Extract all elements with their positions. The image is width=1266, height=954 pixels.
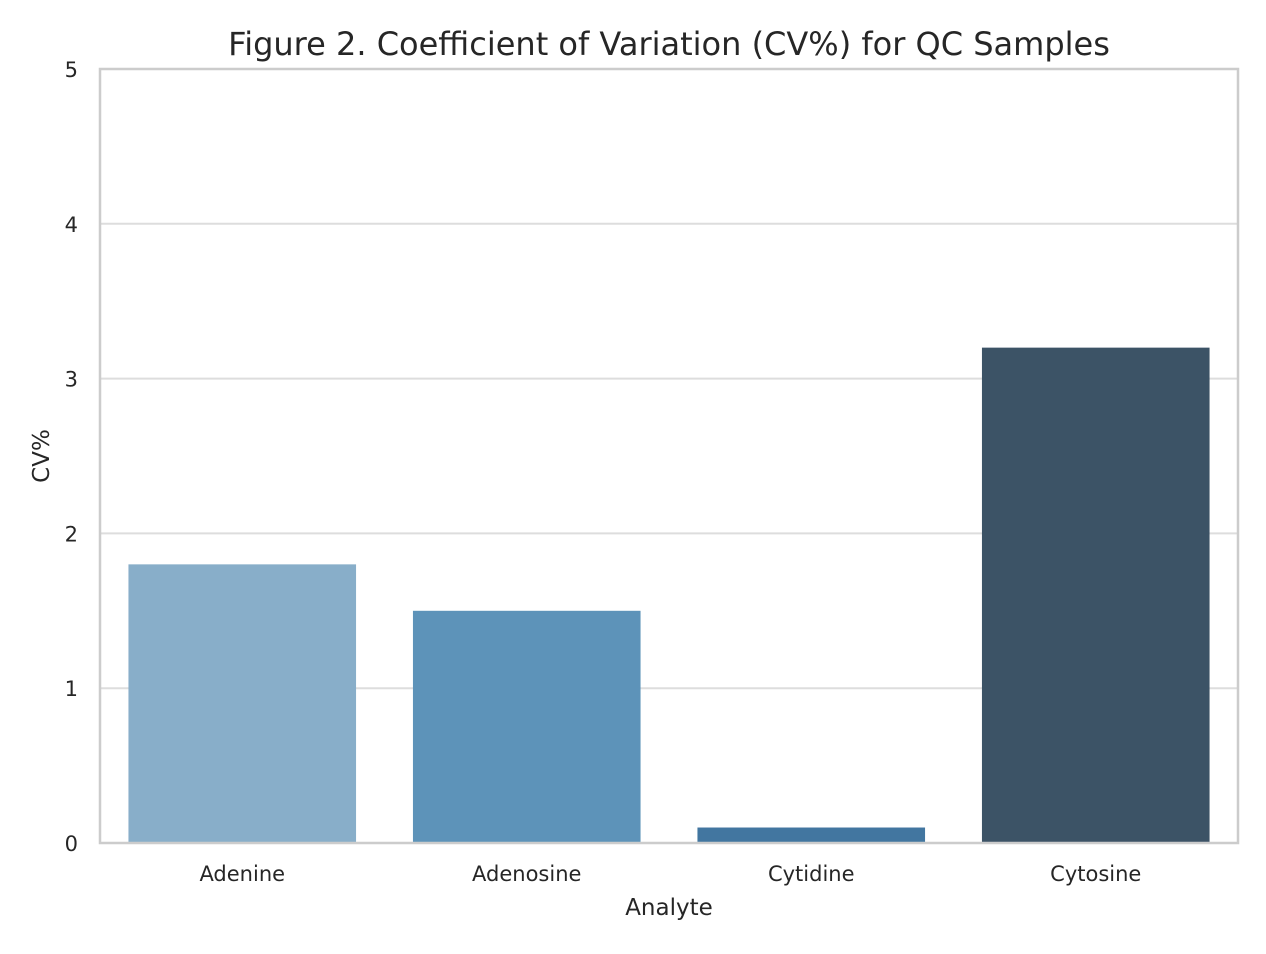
y-axis-label: CV% xyxy=(29,429,55,483)
y-tick-labels: 0 1 2 3 4 5 xyxy=(65,58,78,856)
y-tick-label: 0 xyxy=(65,832,78,856)
bar-adenosine xyxy=(412,610,641,843)
x-axis-label: Analyte xyxy=(625,895,713,921)
bars xyxy=(128,347,1210,843)
x-tick-label: Adenine xyxy=(199,862,285,886)
y-tick-label: 2 xyxy=(65,522,78,546)
x-tick-labels: Adenine Adenosine Cytidine Cytosine xyxy=(199,862,1141,886)
bar-cytosine xyxy=(981,347,1210,843)
y-tick-label: 4 xyxy=(65,213,78,237)
y-tick-label: 3 xyxy=(65,368,78,392)
y-tick-label: 1 xyxy=(65,677,78,701)
plot-frame xyxy=(98,67,1240,845)
y-tick-label: 5 xyxy=(65,58,78,82)
bar-adenine xyxy=(128,564,357,843)
x-tick-label: Cytidine xyxy=(768,862,855,886)
chart-title: Figure 2. Coefficient of Variation (CV%)… xyxy=(228,25,1110,63)
bar-cytidine xyxy=(697,827,926,843)
x-tick-label: Cytosine xyxy=(1050,862,1141,886)
x-tick-label: Adenosine xyxy=(472,862,581,886)
